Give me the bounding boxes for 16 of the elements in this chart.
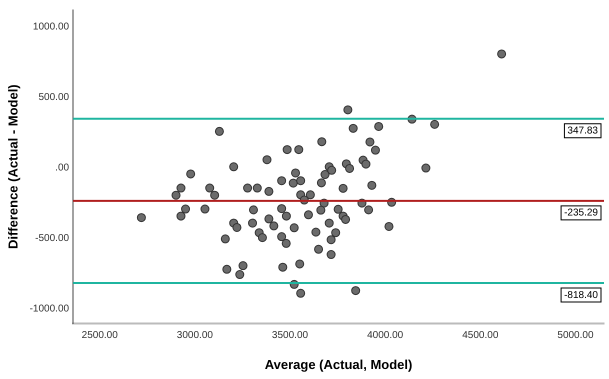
y-tick-label: 500.00: [38, 92, 70, 104]
ref-line-label: -818.40: [564, 290, 598, 301]
x-tick-label: 4500.00: [462, 330, 499, 342]
x-tick-label: 4000.00: [367, 330, 404, 342]
x-tick-label: 2500.00: [82, 330, 118, 342]
y-tick-label: -1000.00: [30, 303, 70, 314]
x-axis-title: Average (Actual, Model): [264, 356, 412, 372]
y-tick-label: -500.00: [35, 232, 70, 244]
y-tick-label: 1000.00: [32, 22, 70, 33]
y-axis-title: Difference (Actual - Model): [5, 84, 20, 250]
y-tick-label: .00: [55, 162, 70, 174]
ref-line-label: -235.29: [564, 208, 598, 219]
x-tick-label: 5000.00: [557, 330, 594, 342]
x-tick-label: 3500.00: [272, 330, 309, 342]
ref-line-label: 347.83: [567, 126, 598, 137]
x-tick-label: 3000.00: [176, 330, 214, 342]
